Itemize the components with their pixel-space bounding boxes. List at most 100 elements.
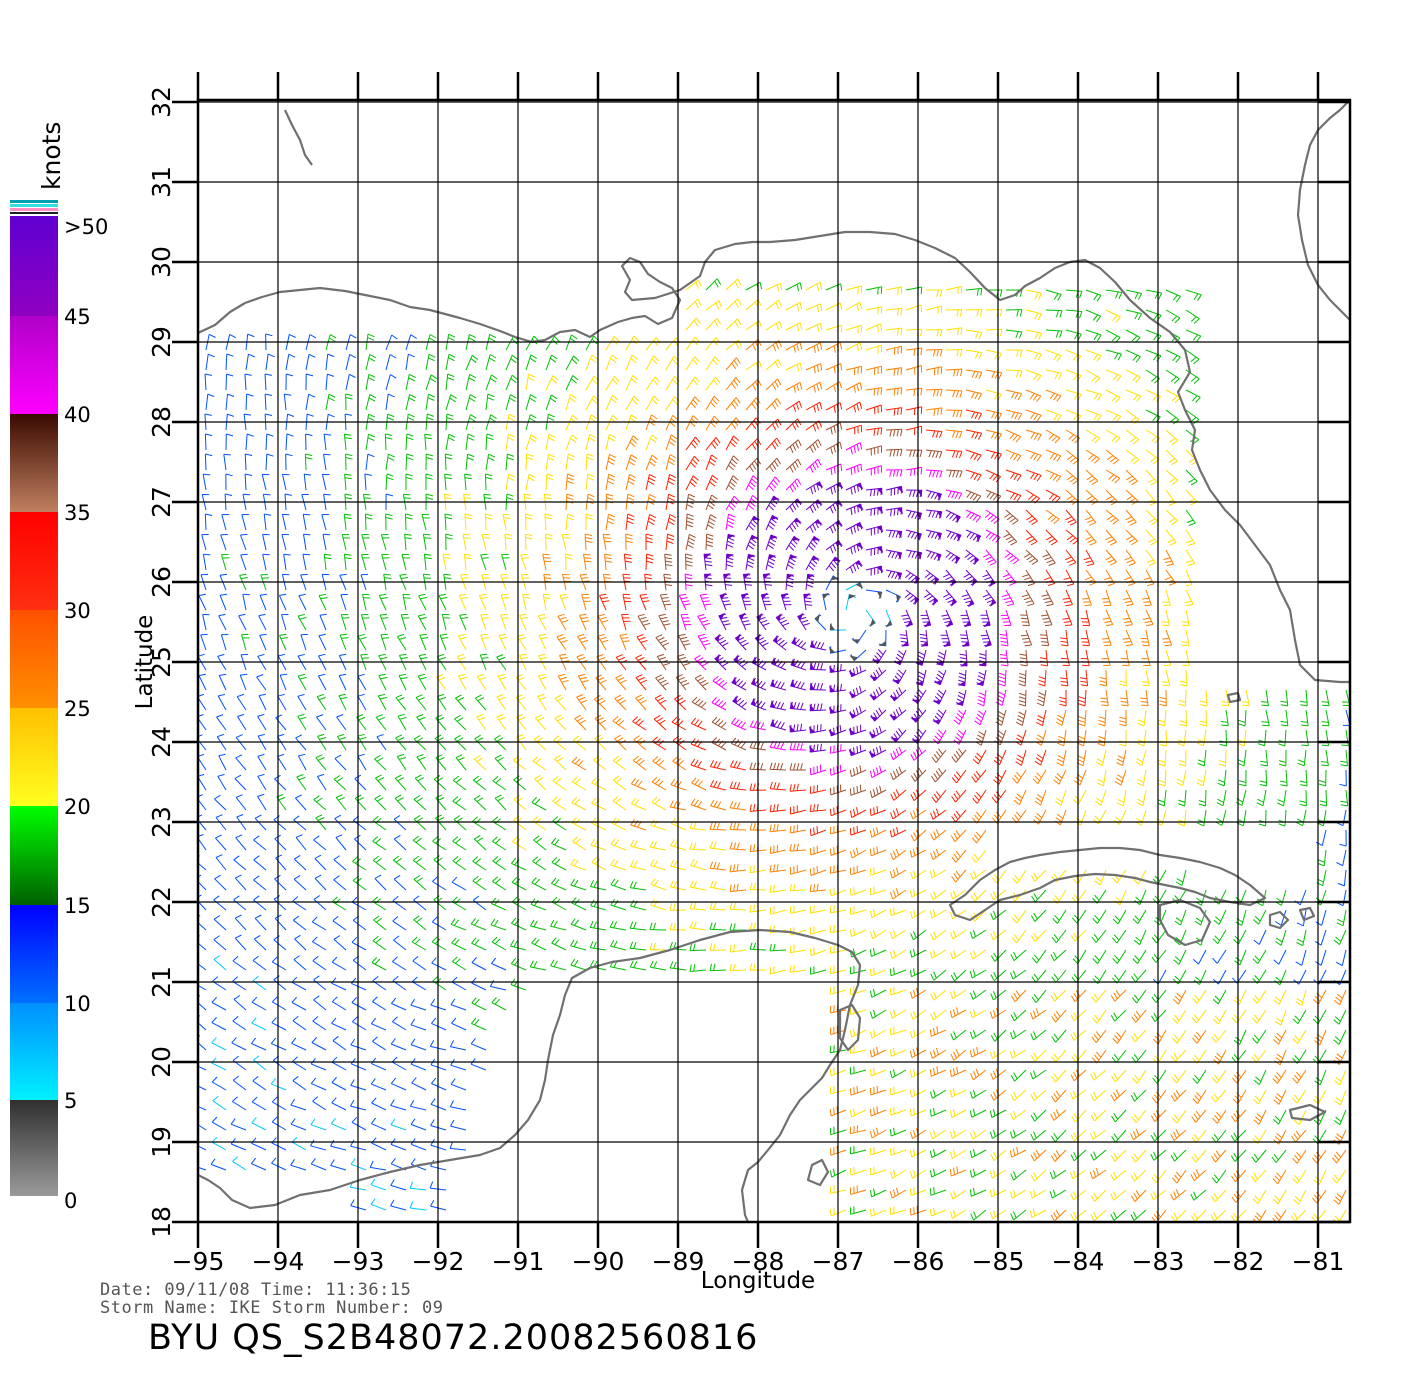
wind-barb-flag <box>729 944 732 953</box>
wind-barb-flag <box>1294 1035 1300 1041</box>
wind-barb-flag <box>413 875 421 880</box>
wind-barb-flag <box>670 817 677 824</box>
wind-barb <box>213 939 227 951</box>
wind-barb-flag <box>859 784 862 792</box>
wind-barb-flag <box>829 1005 832 1013</box>
wind-barb-flag <box>412 956 419 962</box>
wind-barb-flag <box>1070 1193 1074 1201</box>
wind-barb-flag <box>1150 1153 1155 1161</box>
wind-barb-flag <box>1090 1195 1096 1202</box>
wind-barb-flag <box>554 898 561 905</box>
wind-barb-flag <box>1312 1157 1318 1164</box>
wind-barb-flag <box>833 1005 835 1013</box>
wind-barb-flag <box>1173 1092 1178 1100</box>
wind-barb-flag <box>480 613 488 616</box>
wind-barb <box>870 1149 887 1156</box>
wind-barb <box>251 1001 267 1011</box>
wind-barb <box>912 869 927 880</box>
wind-barb-flag <box>1195 1169 1200 1177</box>
wind-barb-flag <box>833 1107 835 1115</box>
wind-barb-flag <box>371 957 378 963</box>
wind-barb-flag <box>1073 1151 1078 1159</box>
wind-barb-flag <box>753 865 755 873</box>
wind-barb-flag <box>909 890 913 898</box>
wind-barb-flag <box>1012 1110 1017 1118</box>
wind-barb-flag <box>1030 1072 1034 1080</box>
wind-barb <box>1277 1069 1287 1084</box>
wind-barb-flag <box>310 1158 316 1165</box>
wind-barb-flag <box>1235 921 1243 926</box>
colorbar-label: 5 <box>64 1089 77 1113</box>
wind-barb-flag <box>1196 1092 1202 1098</box>
wind-barb-flag <box>1069 1172 1074 1179</box>
wind-barb-flag <box>989 1171 993 1179</box>
wind-barb <box>1034 889 1047 903</box>
wind-barb-flag <box>1192 1037 1198 1044</box>
wind-barb <box>610 945 627 951</box>
wind-barb <box>911 1029 927 1039</box>
wind-barb <box>931 1209 947 1217</box>
wind-barb-flag <box>653 942 656 950</box>
wind-barb-flag <box>789 945 792 953</box>
wind-barb-flag <box>852 849 856 857</box>
wind-barb-flag <box>1276 897 1283 903</box>
wind-barb-flag <box>493 919 499 927</box>
wind-barb <box>770 869 787 873</box>
wind-barb-flag <box>543 597 551 599</box>
wind-barb-flag <box>1090 1214 1095 1222</box>
wind-barb <box>810 929 827 935</box>
wind-barb-flag <box>993 971 998 979</box>
wind-barb-flag <box>589 880 595 887</box>
wind-barb-flag <box>374 958 381 965</box>
wind-barb-flag <box>1210 1214 1215 1222</box>
wind-barb-flag <box>833 1207 835 1215</box>
wind-barb <box>234 937 247 951</box>
wind-barb-flag <box>1050 1214 1055 1222</box>
wind-barb-flag <box>1194 920 1202 926</box>
wind-barb <box>198 880 207 891</box>
wind-barb-flag <box>372 836 379 842</box>
wind-barb <box>850 1189 867 1195</box>
wind-barb-flag <box>992 910 997 918</box>
wind-barb-flag <box>960 637 968 640</box>
wind-barb <box>931 949 947 959</box>
wind-barb <box>471 1022 487 1031</box>
wind-barb-flag <box>839 764 842 772</box>
wind-barb-flag <box>813 867 815 875</box>
wind-barb <box>1032 1009 1047 1020</box>
wind-barb <box>271 1162 287 1171</box>
wind-barb <box>351 941 367 951</box>
wind-barb-flag <box>992 1169 996 1177</box>
wind-barb-flag <box>873 1067 875 1075</box>
wind-barb <box>1185 689 1187 707</box>
wind-barb-flag <box>1312 1138 1319 1145</box>
wind-barb-flag <box>629 881 634 888</box>
wind-barb-flag <box>1173 1191 1177 1199</box>
wind-barb <box>311 921 327 931</box>
wind-barb-flag <box>1182 644 1190 647</box>
wind-barb-flag <box>909 1208 912 1216</box>
wind-barb-flag <box>454 938 460 945</box>
wind-barb-flag <box>1333 1019 1340 1025</box>
wind-barb <box>1338 1189 1347 1205</box>
wind-barb-flag <box>733 884 736 892</box>
wind-barb <box>1154 1109 1167 1122</box>
wind-barb <box>1225 729 1228 747</box>
wind-barb-flag <box>624 600 632 603</box>
wind-barb-flag <box>909 1070 913 1078</box>
wind-barb-flag <box>809 828 812 836</box>
wind-barb-flag <box>1051 1036 1057 1043</box>
wind-barb <box>790 969 807 973</box>
wind-barb <box>790 909 807 914</box>
wind-barb-flag <box>793 964 795 972</box>
wind-barb-flag <box>856 785 859 794</box>
wind-barb <box>892 889 907 900</box>
wind-barb-flag <box>1173 1131 1178 1139</box>
wind-barb-flag <box>213 935 220 941</box>
wind-barb <box>410 1024 427 1031</box>
wind-barb <box>871 1209 887 1217</box>
wind-barb <box>1014 989 1027 1003</box>
wind-barb-flag <box>449 1141 453 1149</box>
wind-barb <box>1319 1029 1327 1045</box>
wind-barb <box>1296 1149 1307 1164</box>
